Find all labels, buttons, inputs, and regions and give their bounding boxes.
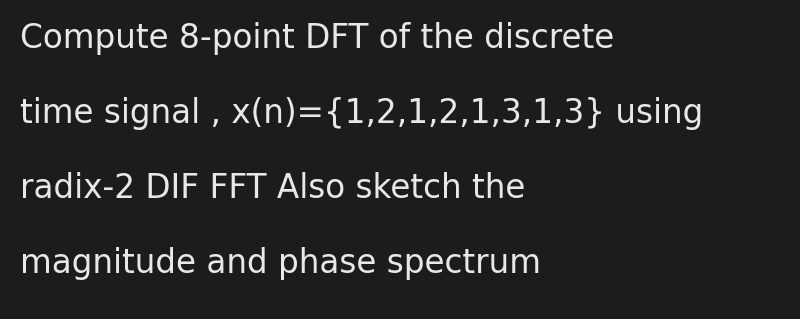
Text: radix-2 DIF FFT Also sketch the: radix-2 DIF FFT Also sketch the xyxy=(20,172,526,205)
Text: Compute 8-point DFT of the discrete: Compute 8-point DFT of the discrete xyxy=(20,22,614,55)
Text: magnitude and phase spectrum: magnitude and phase spectrum xyxy=(20,247,541,280)
Text: time signal , x(n)={1,2,1,2,1,3,1,3} using: time signal , x(n)={1,2,1,2,1,3,1,3} usi… xyxy=(20,97,703,130)
